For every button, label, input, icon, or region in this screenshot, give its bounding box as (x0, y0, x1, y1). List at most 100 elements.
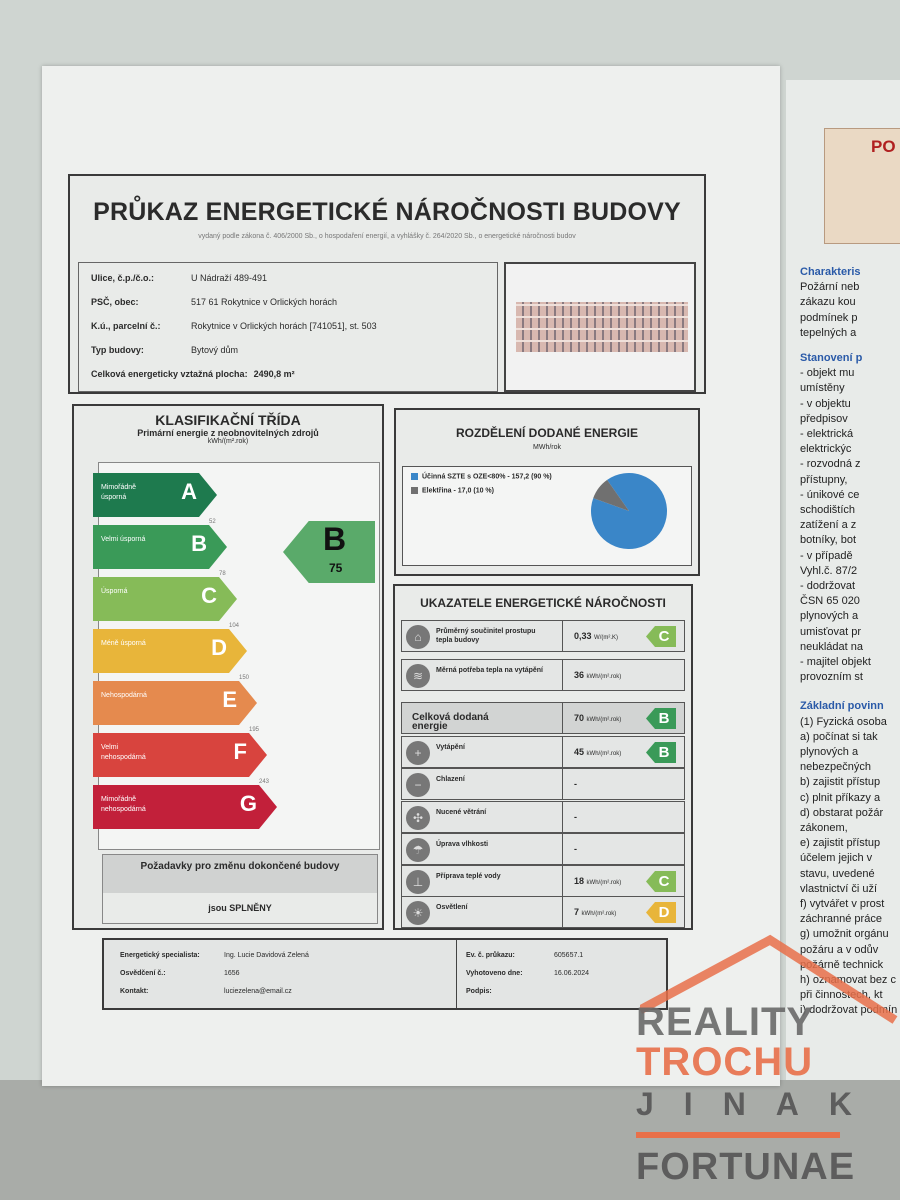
thermometer-plus-icon: + (406, 741, 430, 765)
indicator-value: 70 kWh/(m².rok) (574, 713, 622, 723)
footer-divider (456, 940, 457, 1008)
side-text-line: Požární neb (800, 281, 860, 294)
class-desc: Méně úsporná (101, 640, 146, 647)
side-text-line: zatížení a z (800, 519, 857, 532)
side-text-line: b) zajistit přístup (800, 776, 881, 789)
side-text-line: umístěny (800, 382, 845, 395)
indicator-value: 7 kWh/(m².rok) (574, 907, 617, 917)
class-letter: F (233, 739, 247, 764)
class-threshold: 78 (219, 571, 226, 577)
side-text-line: předpisov (800, 412, 848, 425)
class-letter: D (211, 635, 227, 660)
indicator-value: 0,33 W/(m².K) (574, 631, 619, 641)
class-scale: B 75 Mimořádně úsporná A 52 Velmi úsporná B 7… (98, 462, 380, 850)
indicator-value: - (574, 844, 577, 854)
side-text-line: stavu, uvedené (800, 867, 875, 880)
class-desc: Velmi nehospodárná (101, 744, 146, 761)
certificate-header: PRŮKAZ ENERGETICKÉ NÁROČNOSTI BUDOVY vyd… (68, 174, 706, 394)
side-text-line: podmínek p (800, 311, 858, 324)
side-heading: PO (871, 137, 896, 156)
side-text-line: - dodržovat (800, 580, 856, 592)
building-photo (504, 262, 696, 392)
class-letter: G (239, 791, 257, 816)
requirements-result: jsou SPLNĚNY (208, 903, 272, 913)
indicator-row: ☀ Osvětlení 7 kWh/(m².rok) D (401, 896, 685, 928)
indicator-name: Příprava teplé vody (436, 873, 501, 880)
indicator-row: + Vytápění 45 kWh/(m².rok) B (401, 736, 685, 768)
indicator-row: ☂ Úprava vlhkosti - (401, 833, 685, 865)
watermark-reality: REALITY (636, 1000, 815, 1044)
ev-label: Ev. č. průkazu: (466, 952, 515, 959)
side-text-line: provozním st (800, 671, 863, 684)
specialist-label: Energetický specialista: (120, 952, 200, 959)
class-bar-b: Velmi úsporná B (93, 525, 227, 569)
pie-chart-box: Účinná SZTE s OZE<80% - 157,2 (90 %) Ele… (402, 466, 692, 566)
class-bar-e: Nehospodárná E (93, 681, 257, 725)
wall-bottom (0, 1080, 900, 1200)
indicator-class-badge: C (646, 871, 676, 892)
class-desc: Nehospodárná (101, 692, 147, 699)
class-threshold: 52 (209, 519, 216, 525)
current-class-letter: B (323, 521, 347, 557)
indicator-class-badge: B (646, 742, 676, 763)
side-text-line: požáru a v odův (800, 943, 879, 956)
class-threshold: 195 (249, 727, 260, 733)
class-desc: Mimořádně úsporná (101, 484, 137, 501)
class-letter: C (201, 583, 217, 608)
contact-label: Kontakt: (120, 988, 149, 995)
indicator-row: − Chlazení - (401, 768, 685, 800)
house-icon: ⌂ (406, 625, 430, 649)
classification-panel: KLASIFIKAČNÍ TŘÍDA Primární energie z ne… (72, 404, 384, 930)
side-text-line: vlastnictví či uží (800, 882, 878, 895)
heat-need-icon: ≋ (406, 664, 430, 688)
info-type: Typ budovy: Bytový dům (91, 345, 239, 355)
side-text-line: Charakteris (800, 266, 861, 278)
side-text-line: Stanovení p (800, 352, 863, 364)
side-text-line: c) plnit příkazy a (800, 791, 881, 804)
cert-label: Osvědčení č.: (120, 970, 166, 977)
indicator-value: 18 kWh/(m².rok) (574, 876, 622, 886)
indicator-name: Chlazení (436, 776, 465, 783)
side-text-line: - v objektu (800, 397, 851, 410)
pie-chart (591, 473, 667, 549)
side-text-line: umisťovat pr (800, 625, 861, 638)
class-bar-c: Úsporná C (93, 577, 237, 621)
side-text-line: ČSN 65 020 (800, 595, 860, 608)
side-text-line: - majitel objekt (800, 656, 871, 668)
classification-title: KLASIFIKAČNÍ TŘÍDA (155, 412, 301, 428)
class-threshold: 150 (239, 675, 250, 681)
building-info: Ulice, č.p./č.o.: U Nádraží 489-491 PSČ, … (78, 262, 498, 392)
indicator-value: - (574, 812, 577, 822)
side-text-line: - objekt mu (800, 367, 855, 380)
info-city: PSČ, obec: 517 61 Rokytnice v Orlických h… (91, 297, 338, 307)
watermark-trochu: TROCHU (636, 1040, 814, 1084)
thermometer-minus-icon: − (406, 773, 430, 797)
cert-number: 1656 (224, 970, 240, 977)
humidity-icon: ☂ (406, 838, 430, 862)
indicator-class-badge: C (646, 626, 676, 647)
side-text-line: účelem jejich v (800, 852, 873, 865)
watermark-jinak: JINAK (636, 1086, 883, 1122)
energy-distribution-panel: ROZDĚLENÍ DODANÉ ENERGIE MWh/rok Účinná … (394, 408, 700, 576)
side-document (786, 80, 900, 1080)
indicator-row: ≋ Měrná potřeba tepla na vytápění 36 kWh/(… (401, 659, 685, 691)
class-threshold: 243 (259, 779, 270, 785)
side-text-line: f) vytvářet v prost (800, 898, 885, 910)
side-text-line: - únikové ce (800, 488, 860, 501)
class-threshold: 104 (229, 623, 240, 629)
indicator-row: ⌂ Průměrný součinitel prostupu tepla budo… (401, 620, 685, 652)
watermark-fortunae-logo: FORTUNAE (636, 1146, 856, 1188)
watermark-roof-icon (640, 934, 898, 1024)
side-text-line: e) zajistit přístup (800, 837, 881, 850)
distribution-unit: MWh/rok (533, 444, 561, 451)
indicators-title: UKAZATELE ENERGETICKÉ NÁROČNOSTI (420, 596, 666, 610)
indicator-row: ✣ Nucené větrání - (401, 801, 685, 833)
indicator-name: Měrná potřeba tepla na vytápění (436, 667, 543, 674)
requirements-label: Požadavky pro změnu dokončené budovy (103, 855, 377, 893)
class-bar-f: Velmi nehospodárná F (93, 733, 267, 777)
info-parcel: K.ú., parcelní č.: Rokytnice v Orlických … (91, 321, 377, 331)
classification-subtitle: Primární energie z neobnovitelných zdroj… (137, 428, 319, 438)
legend-item-electricity: Elektřina - 17,0 (10 %) (411, 487, 494, 494)
class-desc: Velmi úsporná (101, 536, 146, 543)
legend-item-szte: Účinná SZTE s OZE<80% - 157,2 (90 %) (411, 473, 552, 480)
